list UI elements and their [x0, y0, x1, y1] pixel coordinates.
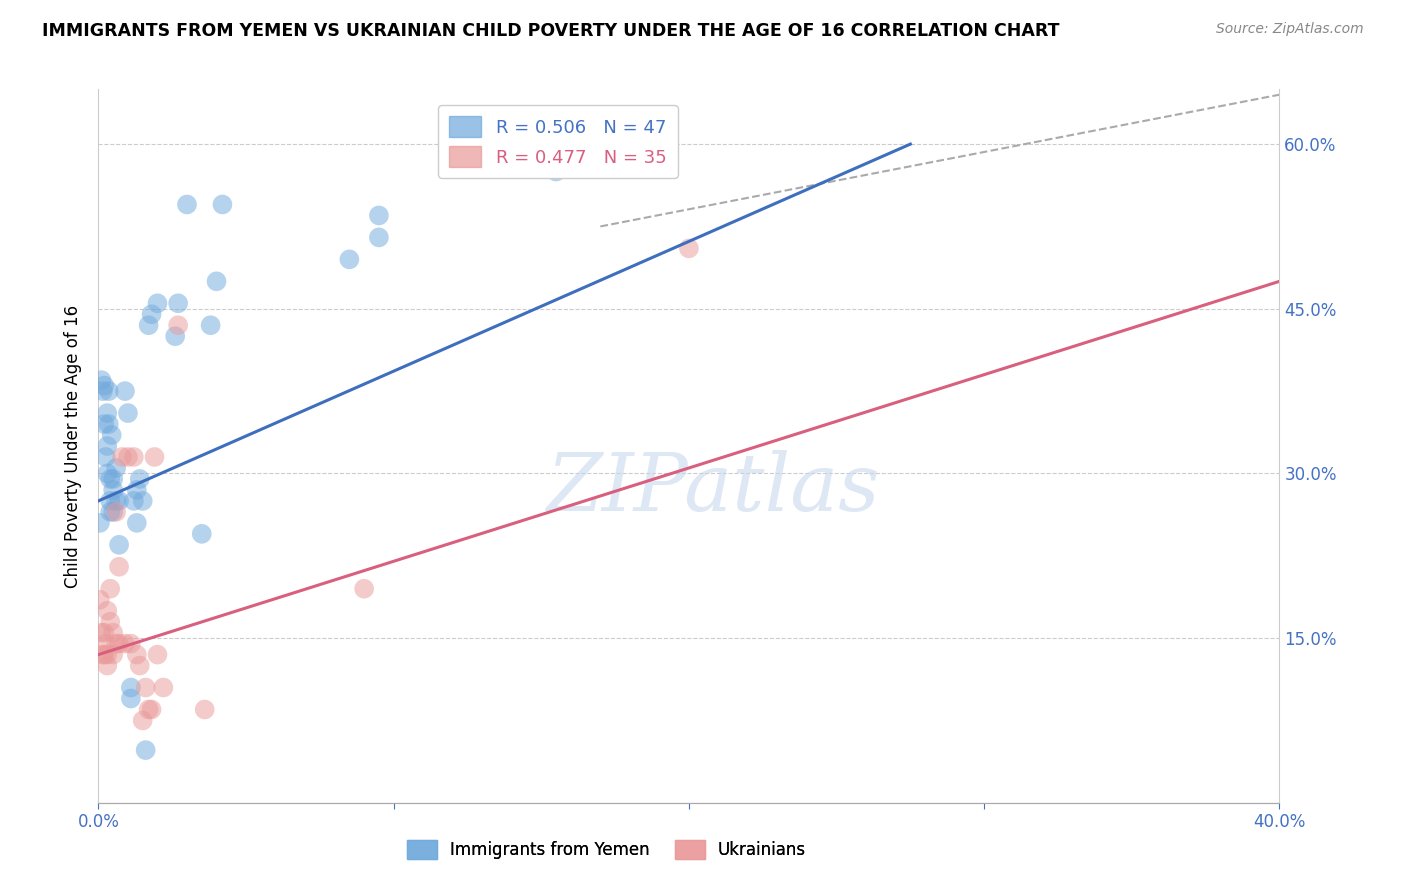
Point [138, 318, 160, 333]
Point [105, 637, 128, 651]
Point [93, 378, 115, 392]
Point [97, 417, 120, 431]
Point [98, 472, 121, 486]
Point [211, 197, 233, 211]
Point [353, 582, 375, 596]
Point [114, 384, 136, 398]
Point [368, 209, 391, 223]
Point [108, 538, 131, 552]
Point [96, 648, 118, 662]
Point [94, 637, 117, 651]
Point [108, 494, 131, 508]
Point [91, 648, 114, 662]
Point [96, 439, 118, 453]
Point [135, 681, 157, 695]
Point [103, 505, 125, 519]
Point [120, 691, 142, 706]
Point [141, 702, 163, 716]
Point [128, 658, 150, 673]
Point [146, 648, 169, 662]
Point [120, 681, 142, 695]
Point [167, 318, 190, 333]
Point [122, 494, 145, 508]
Point [98, 582, 121, 596]
Point [117, 406, 139, 420]
Point [103, 648, 125, 662]
Point [339, 252, 360, 267]
Point [89, 592, 111, 607]
Point [105, 461, 128, 475]
Point [98, 505, 121, 519]
Point [152, 681, 174, 695]
Point [103, 483, 125, 497]
Point [103, 625, 125, 640]
Point [98, 494, 121, 508]
Point [91, 384, 114, 398]
Point [678, 241, 700, 255]
Point [132, 494, 155, 508]
Point [100, 428, 122, 442]
Point [96, 406, 118, 420]
Point [138, 702, 160, 716]
Point [120, 637, 142, 651]
Legend: Immigrants from Yemen, Ukrainians: Immigrants from Yemen, Ukrainians [399, 833, 813, 866]
Point [105, 494, 128, 508]
Point [132, 714, 155, 728]
Point [141, 307, 163, 321]
Point [146, 296, 169, 310]
Text: IMMIGRANTS FROM YEMEN VS UKRAINIAN CHILD POVERTY UNDER THE AGE OF 16 CORRELATION: IMMIGRANTS FROM YEMEN VS UKRAINIAN CHILD… [42, 22, 1060, 40]
Point [114, 637, 136, 651]
Text: Source: ZipAtlas.com: Source: ZipAtlas.com [1216, 22, 1364, 37]
Point [368, 230, 391, 244]
Point [128, 472, 150, 486]
Point [200, 318, 222, 333]
Point [167, 296, 190, 310]
Point [205, 274, 228, 288]
Point [191, 526, 214, 541]
Point [176, 197, 198, 211]
Point [93, 417, 115, 431]
Point [93, 625, 115, 640]
Point [89, 516, 111, 530]
Point [125, 483, 148, 497]
Point [90, 625, 112, 640]
Point [96, 604, 118, 618]
Point [111, 450, 134, 464]
Point [96, 658, 118, 673]
Point [143, 450, 166, 464]
Point [97, 384, 120, 398]
Point [90, 373, 112, 387]
Y-axis label: Child Poverty Under the Age of 16: Child Poverty Under the Age of 16 [65, 304, 83, 588]
Point [165, 329, 187, 343]
Point [122, 450, 145, 464]
Point [93, 648, 115, 662]
Point [108, 559, 131, 574]
Point [98, 615, 121, 629]
Point [546, 164, 568, 178]
Point [96, 467, 118, 481]
Point [125, 648, 148, 662]
Point [117, 450, 139, 464]
Point [108, 637, 131, 651]
Point [105, 505, 128, 519]
Point [125, 516, 148, 530]
Point [135, 743, 157, 757]
Point [103, 472, 125, 486]
Point [94, 450, 117, 464]
Text: ZIPatlas: ZIPatlas [546, 450, 879, 527]
Point [194, 702, 217, 716]
